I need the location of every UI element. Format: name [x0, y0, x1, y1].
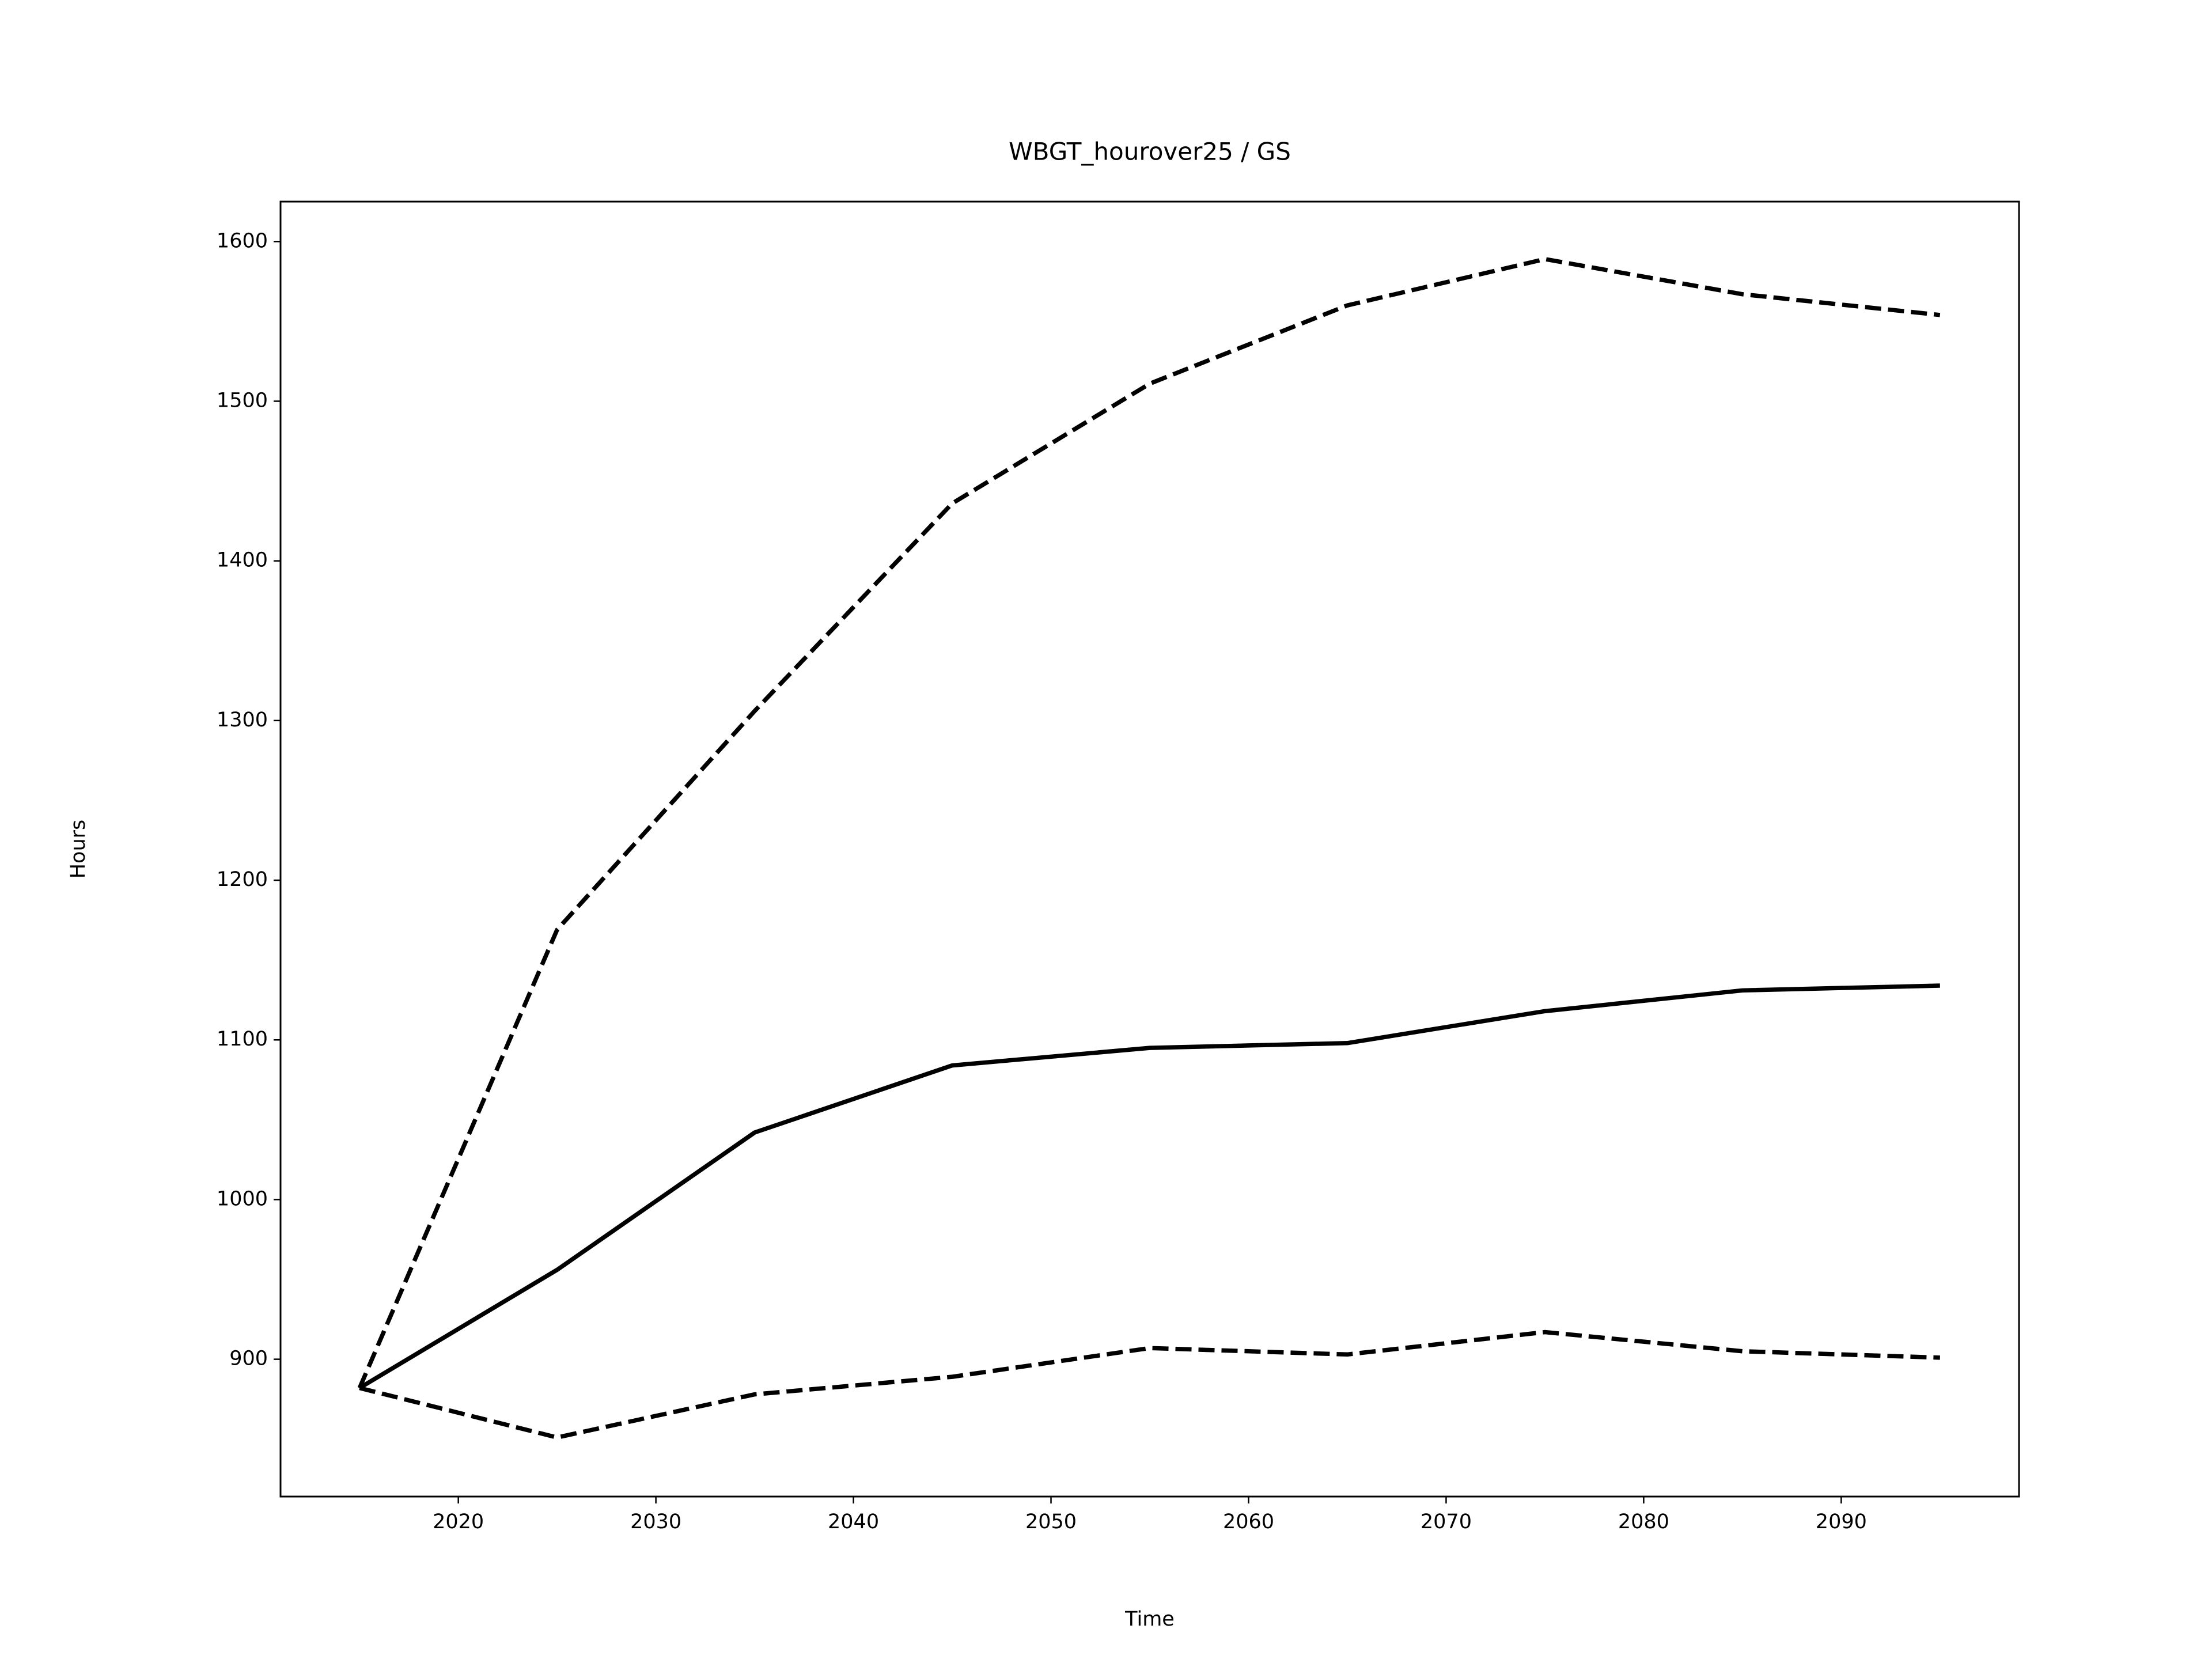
line-series [358, 983, 1940, 1390]
y-tick-label: 1100 [217, 1028, 268, 1051]
y-tick-label: 1000 [217, 1187, 268, 1210]
chart-title: WBGT_hourover25 / GS [1009, 138, 1291, 166]
y-tick-label: 1300 [217, 709, 268, 732]
x-tick-label: 2090 [1816, 1510, 1867, 1533]
x-axis-label: Time [1124, 1608, 1175, 1631]
plot-frame [279, 200, 2020, 1498]
x-tick-label: 2030 [630, 1510, 681, 1533]
x-tick-label: 2050 [1025, 1510, 1077, 1533]
x-tick-label: 2020 [433, 1510, 484, 1533]
x-tick-label: 2060 [1223, 1510, 1274, 1533]
y-axis-label: Hours [67, 820, 90, 879]
y-tick-label: 1500 [217, 389, 268, 412]
y-tick-label: 1600 [217, 229, 268, 252]
y-tick-label: 1200 [217, 868, 268, 891]
x-tick-label: 2040 [828, 1510, 879, 1533]
x-tick-label: 2070 [1421, 1510, 1472, 1533]
x-tick-label: 2080 [1618, 1510, 1669, 1533]
y-tick-label: 900 [229, 1347, 268, 1370]
y-tick-label: 1400 [217, 549, 268, 572]
